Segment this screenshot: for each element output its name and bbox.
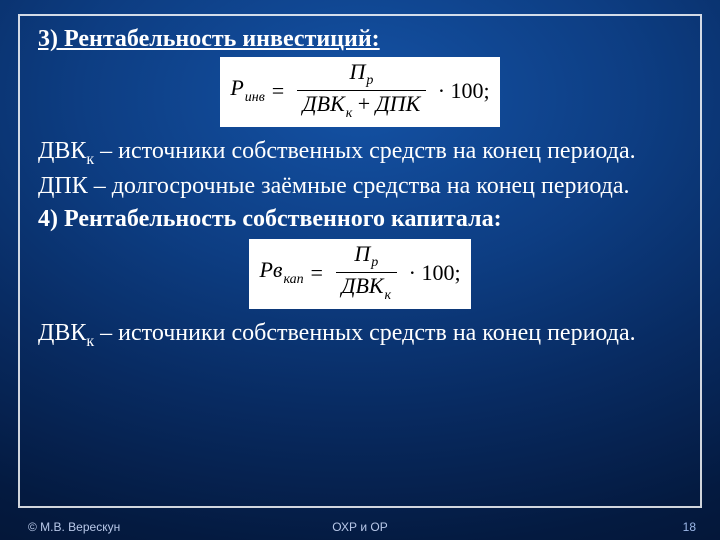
f1-num-base: П	[349, 59, 365, 84]
f2-hundred: 100;	[421, 262, 460, 284]
f1-num-sub: р	[366, 73, 373, 88]
f2-num-base: П	[354, 241, 370, 266]
f1-hundred: 100;	[451, 80, 490, 102]
f1-fraction: Пр ДВКк + ДПК	[297, 61, 427, 121]
def3-prefix: ДВК	[38, 320, 86, 346]
definition-1: ДВКк – источники собственных средств на …	[38, 135, 682, 170]
f2-lhs-sub: кап	[283, 272, 303, 287]
f1-den-plus: +	[358, 91, 370, 116]
f1-den-left-sub: к	[346, 106, 353, 121]
f2-num-sub: р	[371, 255, 378, 270]
f1-dot: ·	[438, 80, 445, 102]
def3-rest: – источники собственных средств на конец…	[94, 320, 635, 346]
section-heading-3: 3) Рентабельность инвестиций:	[38, 26, 682, 53]
section-heading-4: 4) Рентабельность собственного капитала:	[38, 203, 682, 235]
formula-1: Ринв = Пр ДВКк + ДПК · 100;	[220, 57, 499, 127]
footer-page-number: 18	[683, 520, 696, 534]
footer-center: ОХР и ОР	[0, 520, 720, 534]
f1-den-right: ДПК	[376, 91, 421, 116]
def1-prefix: ДВК	[38, 138, 86, 164]
definition-2: ДПК – долгосрочные заёмные средства на к…	[38, 170, 682, 202]
f2-eq: =	[309, 262, 324, 284]
definition-3: ДВКк – источники собственных средств на …	[38, 317, 682, 352]
slide-footer: © М.В. Верескун ОХР и ОР 18	[0, 512, 720, 534]
formula-1-wrap: Ринв = Пр ДВКк + ДПК · 100;	[38, 57, 682, 127]
formula-2-wrap: Рвкап = Пр ДВКк · 100;	[38, 239, 682, 309]
f2-fraction: Пр ДВКк	[336, 243, 398, 303]
formula-2: Рвкап = Пр ДВКк · 100;	[249, 239, 470, 309]
f1-lhs-sub: инв	[245, 90, 265, 105]
f2-den-sub: к	[385, 288, 392, 303]
f2-lhs-base: Рв	[259, 257, 282, 282]
f1-lhs-base: Р	[230, 75, 243, 100]
f2-den-base: ДВК	[342, 273, 384, 298]
slide-content-frame: 3) Рентабельность инвестиций: Ринв = Пр …	[18, 14, 702, 508]
def3-sub: к	[86, 333, 94, 350]
f1-den-left-base: ДВК	[303, 91, 345, 116]
f2-dot: ·	[409, 262, 416, 284]
def1-sub: к	[86, 151, 94, 168]
f1-eq: =	[270, 80, 285, 102]
def1-rest: – источники собственных средств на конец…	[94, 138, 635, 164]
